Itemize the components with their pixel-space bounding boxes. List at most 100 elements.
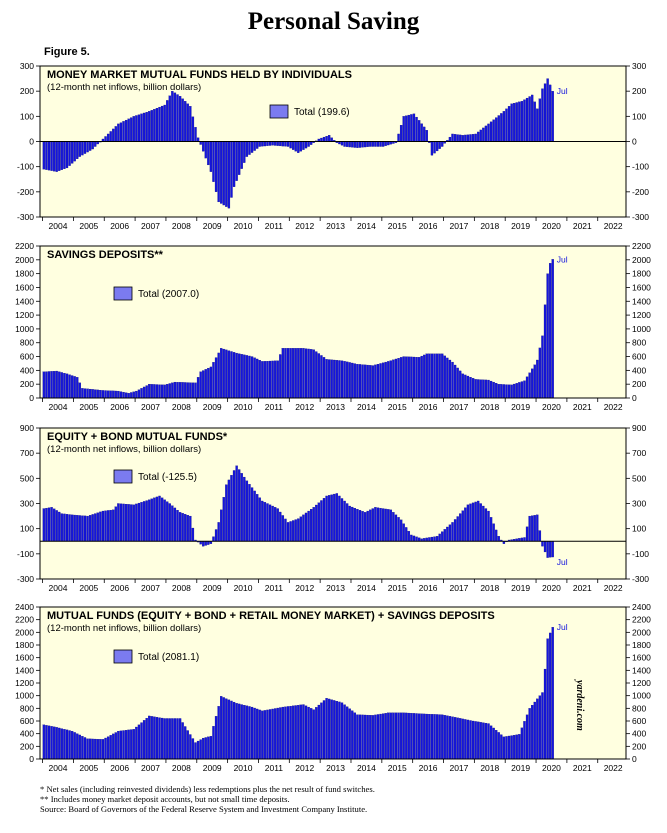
bar <box>70 731 74 760</box>
bar <box>371 365 374 399</box>
y-tick-label-right: -300 <box>632 212 649 222</box>
y-tick-label-left: 400 <box>20 729 34 739</box>
bar <box>456 367 459 399</box>
bar <box>181 382 184 399</box>
bar <box>83 141 87 154</box>
bar <box>376 507 380 542</box>
bar <box>387 712 390 760</box>
bar <box>435 536 439 542</box>
bar <box>310 509 313 542</box>
bar <box>420 355 423 399</box>
x-tick-label: 2021 <box>573 583 592 593</box>
bar <box>142 501 146 542</box>
bar <box>495 730 498 760</box>
bar <box>94 141 97 147</box>
x-tick-label: 2010 <box>234 402 253 412</box>
y-tick-label-left: 800 <box>20 338 34 348</box>
bar <box>194 382 197 399</box>
bar <box>248 706 251 760</box>
y-tick-label-right: 300 <box>632 499 646 509</box>
bar <box>214 716 218 760</box>
bar <box>302 348 305 399</box>
bar <box>240 473 243 542</box>
bar <box>266 141 269 146</box>
bar <box>145 385 148 399</box>
x-tick-label: 2013 <box>326 583 345 593</box>
y-tick-label-left: -300 <box>17 574 34 584</box>
bar <box>214 529 218 542</box>
bar <box>528 515 531 542</box>
bar <box>117 731 120 760</box>
bar <box>502 384 506 399</box>
bar <box>389 360 392 399</box>
x-tick-label: 2018 <box>480 583 499 593</box>
x-tick-label: 2021 <box>573 763 592 773</box>
bar <box>482 379 485 399</box>
bar <box>374 714 377 760</box>
bar <box>289 141 292 149</box>
bar <box>507 106 511 142</box>
bar <box>330 359 333 399</box>
bar <box>232 701 236 760</box>
bar <box>320 355 323 399</box>
bar <box>78 141 81 157</box>
bar <box>263 361 267 399</box>
bar <box>45 507 48 542</box>
bar <box>381 713 385 760</box>
bar <box>369 365 372 399</box>
chart-panel-3: -300 -300 -100 -100 100 100 300 300 500 500 700 700… <box>17 423 649 593</box>
bar <box>194 127 197 142</box>
bar <box>505 108 508 142</box>
bar <box>387 361 390 399</box>
bar <box>225 484 228 542</box>
bar <box>271 360 274 399</box>
bar <box>379 507 382 542</box>
plot-area <box>40 246 626 398</box>
bar <box>158 495 161 542</box>
bar <box>500 734 503 760</box>
bar <box>274 360 277 399</box>
bar <box>363 714 367 760</box>
y-tick-label-right: 1600 <box>632 282 651 292</box>
bar <box>81 141 84 156</box>
bar <box>428 537 431 542</box>
bar <box>469 503 472 542</box>
bar <box>338 495 341 542</box>
bar <box>327 359 331 399</box>
y-tick-label-left: 2200 <box>15 241 34 251</box>
bar <box>304 141 308 149</box>
bar <box>523 380 526 399</box>
bar <box>268 709 272 760</box>
bar <box>60 372 63 399</box>
x-tick-label: 2009 <box>203 763 222 773</box>
bar <box>415 116 418 142</box>
x-tick-label: 2012 <box>295 763 314 773</box>
bar <box>238 353 241 399</box>
bar <box>549 263 552 399</box>
bar <box>541 335 544 399</box>
bar <box>405 115 408 142</box>
bar <box>245 141 249 157</box>
bar <box>407 712 410 760</box>
bar <box>489 121 493 142</box>
bar <box>523 99 526 142</box>
bar <box>358 141 362 148</box>
bar <box>86 141 89 153</box>
bar <box>96 389 99 399</box>
bar <box>461 135 464 142</box>
bar <box>194 742 197 760</box>
bar <box>204 737 207 760</box>
bar <box>484 379 488 399</box>
bar <box>317 704 321 760</box>
y-tick-label-right: -100 <box>632 162 649 172</box>
bar <box>145 500 148 542</box>
bar <box>73 732 76 760</box>
bar <box>276 141 279 146</box>
bar <box>325 495 328 542</box>
bar <box>394 712 398 760</box>
bar <box>353 363 356 399</box>
bar <box>186 103 189 142</box>
bar <box>243 705 246 760</box>
bar <box>268 141 272 146</box>
bar <box>281 706 285 760</box>
